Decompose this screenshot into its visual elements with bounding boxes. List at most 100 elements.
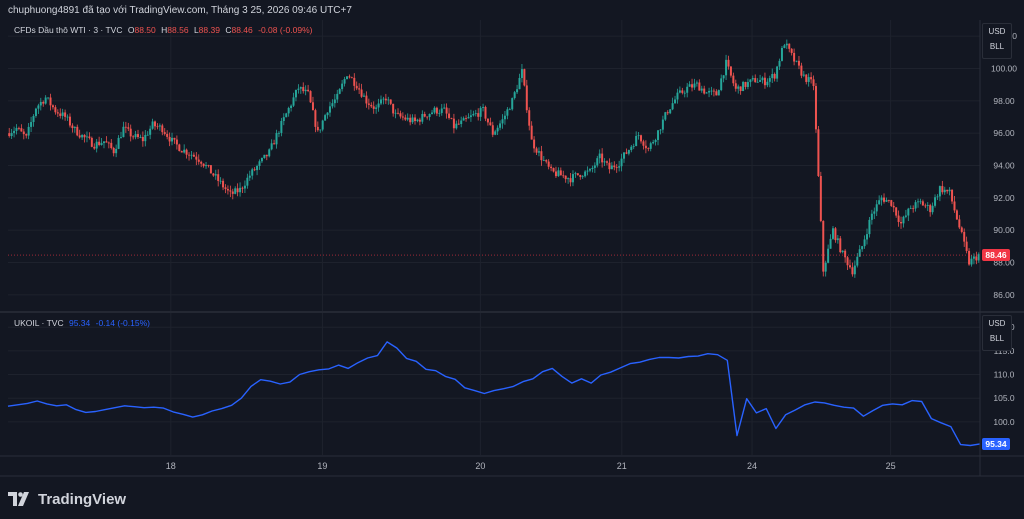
candle-body (817, 129, 820, 176)
main-unit-bottom: BLL (989, 42, 1005, 51)
candle-body (683, 92, 686, 94)
candle-body (875, 204, 878, 212)
sub-symbol[interactable]: UKOIL · TVC (14, 318, 64, 328)
candle-body (88, 136, 91, 138)
candle-body (302, 87, 305, 92)
candle-body (844, 250, 847, 258)
candle-body (78, 135, 81, 138)
candle-body (756, 81, 759, 83)
main-unit-selector[interactable]: USD BLL (982, 23, 1012, 59)
candle-body (217, 174, 220, 181)
candle-body (428, 113, 431, 117)
candle-body (185, 149, 188, 155)
candle-body (530, 125, 533, 140)
candle-body (141, 137, 144, 142)
candle-body (110, 142, 113, 148)
main-price-tick-label: 88.00 (993, 258, 1015, 268)
candle-body (698, 82, 701, 91)
candle-body (848, 265, 851, 268)
candle-body (778, 60, 781, 67)
candle-body (34, 108, 37, 117)
candle-body (836, 238, 839, 241)
candle-body (562, 175, 565, 177)
candle-body (117, 137, 120, 149)
candle-body (958, 219, 961, 228)
candle-body (627, 150, 630, 154)
candle-body (414, 117, 417, 122)
candle-body (360, 89, 363, 97)
candle-body (829, 238, 832, 249)
sub-legend[interactable]: UKOIL · TVC 95.34 -0.14 (-0.15%) (14, 318, 153, 329)
candle-body (703, 88, 706, 94)
candle-body (494, 131, 497, 135)
candle-body (727, 59, 730, 67)
candle-body (209, 165, 212, 174)
candle-body (972, 256, 975, 259)
candle-body (506, 109, 509, 116)
candle-body (484, 106, 487, 119)
candle-body (214, 174, 217, 176)
candle-body (224, 187, 227, 189)
sub-pane-background (8, 313, 980, 455)
candle-body (328, 106, 331, 113)
footer (0, 482, 1024, 519)
candle-body (341, 83, 344, 90)
candle-body (290, 105, 293, 109)
candle-body (151, 121, 154, 129)
candle-body (336, 93, 339, 100)
candle-body (537, 151, 540, 153)
candle-body (751, 78, 754, 80)
main-price-tick-label: 98.00 (993, 96, 1015, 106)
candle-body (345, 76, 348, 80)
candle-body (122, 126, 125, 138)
candle-body (827, 248, 830, 263)
candle-body (265, 154, 268, 157)
candle-body (608, 162, 611, 170)
sub-unit-selector[interactable]: USD BLL (982, 315, 1012, 351)
candle-body (375, 107, 378, 109)
candle-body (664, 112, 667, 120)
candle-body (161, 125, 164, 133)
candle-body (467, 117, 470, 119)
candle-body (943, 189, 946, 193)
candle-body (243, 185, 246, 189)
candle-body (900, 221, 903, 224)
candle-body (863, 239, 866, 247)
chart-canvas[interactable]: 86.00 88.00 90.00 92.00 94.00 96.00 98.00 100.0… (0, 0, 1024, 482)
candle-body (389, 99, 392, 104)
candle-body (270, 143, 273, 150)
candle-body (338, 89, 341, 94)
candle-body (705, 92, 708, 94)
candle-body (256, 165, 259, 171)
candle-body (557, 170, 560, 177)
candle-body (438, 112, 441, 114)
candle-body (183, 149, 186, 153)
candle-body (766, 81, 769, 86)
candle-body (61, 112, 64, 116)
candle-body (907, 208, 910, 216)
candle-body (222, 180, 225, 188)
main-symbol[interactable]: CFDs Dầu thô WTI · 3 · TVC (14, 25, 123, 35)
candle-body (100, 143, 103, 145)
time-tick-label: 25 (886, 461, 896, 471)
candle-body (277, 132, 280, 134)
candle-body (482, 106, 485, 108)
candle-body (654, 139, 657, 142)
candle-body (581, 176, 584, 178)
candle-body (469, 115, 472, 118)
candle-body (926, 205, 929, 206)
candle-body (119, 137, 122, 138)
candle-body (569, 178, 572, 183)
candle-body (831, 228, 834, 239)
tradingview-logo[interactable]: TradingView (8, 489, 126, 509)
candle-body (771, 73, 774, 79)
candle-body (297, 88, 300, 90)
candle-body (241, 187, 244, 189)
candle-body (171, 137, 174, 142)
main-legend[interactable]: CFDs Dầu thô WTI · 3 · TVC O88.50 H88.56… (14, 25, 315, 36)
candle-body (71, 125, 74, 129)
candle-body (331, 103, 334, 107)
candle-body (166, 133, 169, 137)
candle-body (545, 160, 548, 162)
candle-body (112, 147, 115, 154)
